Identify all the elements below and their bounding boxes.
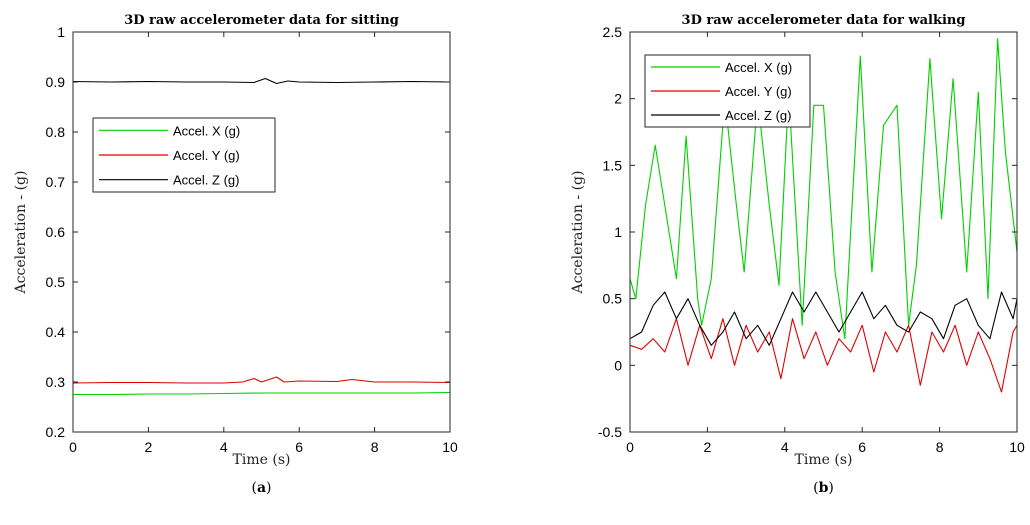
x-tick-label: 10: [442, 439, 458, 455]
y-tick-label: 1: [614, 224, 622, 240]
y-axis-label: Acceleration - (g): [13, 171, 29, 295]
x-tick-label: 6: [295, 439, 303, 455]
legend-entry: Accel. Y (g): [173, 148, 240, 163]
series-line-x: [629, 38, 1018, 340]
y-tick-label: 1.5: [603, 157, 623, 173]
y-tick-label: 2.5: [603, 24, 623, 40]
x-tick-label: 4: [781, 439, 789, 455]
y-tick-label: 0.4: [46, 324, 66, 340]
x-axis-label: Time (s): [795, 452, 853, 468]
y-tick-label: 0.7: [46, 174, 66, 190]
legend-entry: Accel. X (g): [173, 123, 240, 138]
legend-entry: Accel. Z (g): [725, 108, 791, 123]
chart-title: 3D raw accelerometer data for walking: [682, 13, 966, 28]
x-tick-label: 6: [858, 439, 866, 455]
chart-title: 3D raw accelerometer data for sitting: [124, 13, 399, 28]
x-tick-label: 10: [1009, 439, 1025, 455]
legend-entry: Accel. Z (g): [173, 173, 239, 188]
x-tick-label: 2: [145, 439, 153, 455]
x-tick-label: 4: [220, 439, 228, 455]
x-axis-label: Time (s): [233, 452, 291, 468]
y-tick-label: 2: [614, 91, 622, 107]
y-tick-label: 0: [614, 357, 622, 373]
y-tick-label: 0.2: [46, 424, 66, 440]
y-axis-label: Acceleration - (g): [570, 171, 586, 295]
y-tick-label: 0.3: [46, 374, 66, 390]
x-tick-label: 8: [936, 439, 944, 455]
x-tick-label: 2: [704, 439, 712, 455]
series-line-y: [629, 318, 1018, 393]
series-line-z: [72, 77, 451, 85]
panel-label: (a): [251, 480, 271, 496]
x-tick-label: 0: [69, 439, 77, 455]
x-tick-label: 8: [371, 439, 379, 455]
legend-entry: Accel. X (g): [725, 60, 792, 75]
legend-entry: Accel. Y (g): [725, 84, 792, 99]
y-tick-label: 0.8: [46, 124, 66, 140]
y-tick-label: 0.6: [46, 224, 66, 240]
x-tick-label: 0: [626, 439, 634, 455]
series-line-z: [629, 291, 1018, 346]
y-tick-label: 0.5: [46, 274, 66, 290]
y-tick-label: 0.5: [603, 291, 623, 307]
plot-area: [73, 32, 450, 432]
y-tick-label: 1: [57, 24, 65, 40]
panel-label: (b): [813, 480, 834, 496]
series-line-y: [72, 376, 451, 384]
y-tick-label: 0.9: [46, 74, 66, 90]
series-line-x: [73, 391, 451, 396]
y-tick-label: -0.5: [598, 424, 622, 440]
